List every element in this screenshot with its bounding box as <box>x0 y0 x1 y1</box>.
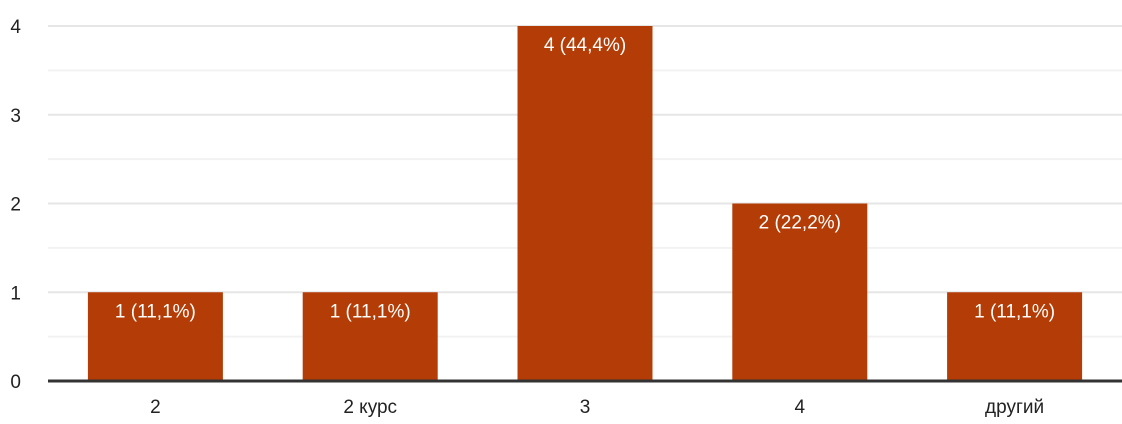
bar <box>517 26 653 381</box>
bar-data-label: 1 (11,1%) <box>330 301 411 322</box>
bar <box>947 292 1083 381</box>
y-tick-label: 1 <box>10 283 21 304</box>
axes: 0 1 2 3 4 2 2 курс 3 4 другий <box>10 17 1122 418</box>
bar <box>732 203 868 381</box>
bar-data-label: 4 (44,4%) <box>544 35 626 56</box>
bar-data-label: 2 (22,2%) <box>759 213 841 234</box>
bar <box>302 292 438 381</box>
x-tick-label: другий <box>985 397 1044 418</box>
x-tick-label: 2 курс <box>343 397 397 418</box>
x-tick-label: 4 <box>795 397 806 418</box>
y-tick-label: 2 <box>10 195 21 216</box>
y-tick-label: 0 <box>10 372 21 393</box>
bar <box>87 292 223 381</box>
y-tick-label: 4 <box>10 17 21 38</box>
y-tick-label: 3 <box>10 106 21 127</box>
x-tick-label: 3 <box>580 397 591 418</box>
bars: 1 (11,1%) 1 (11,1%) 4 (44,4%) 2 (22,2%) 1 (1… <box>87 26 1083 381</box>
x-tick-label: 2 <box>150 397 161 418</box>
bar-data-label: 1 (11,1%) <box>974 301 1055 322</box>
bar-data-label: 1 (11,1%) <box>115 301 196 322</box>
